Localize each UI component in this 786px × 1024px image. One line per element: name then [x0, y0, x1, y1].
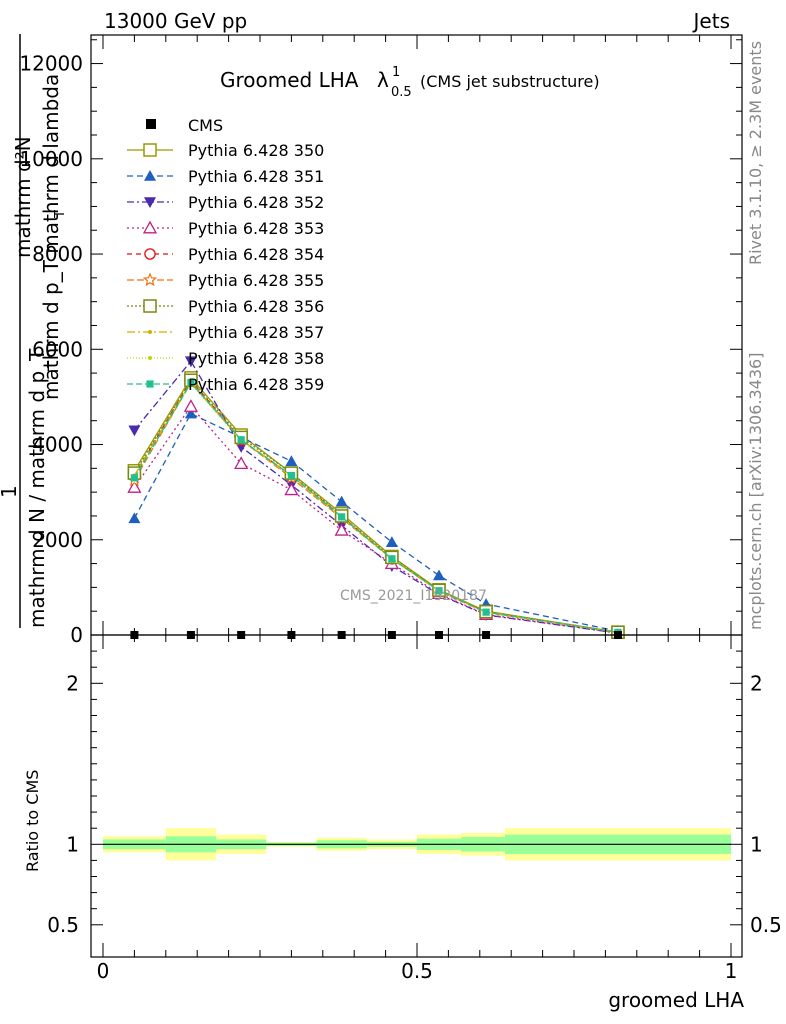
marker-filled-square [187, 379, 195, 387]
ratio-x-ticks: 0 0.5 1 [97, 635, 738, 983]
marker-filled-square [287, 471, 295, 480]
marker-triangle-up [128, 512, 141, 524]
marker-filled-square [482, 608, 490, 616]
legend-label: Pythia 6.428 350 [188, 141, 324, 160]
x-axis-label: groomed LHA [608, 988, 744, 1012]
marker-triangle-up [335, 495, 348, 507]
marker-triangle-up [285, 455, 298, 466]
marker-triangle-up [144, 170, 156, 181]
marker-open-triangle [334, 522, 349, 536]
legend-label: Pythia 6.428 352 [188, 193, 324, 212]
ratio-y-tick-label: 1 [66, 832, 79, 856]
marker-open-triangle [234, 456, 249, 470]
ratio-y-tick-label-right: 2 [750, 671, 763, 695]
legend-label: Pythia 6.428 358 [188, 349, 324, 368]
legend-label: Pythia 6.428 356 [188, 297, 324, 316]
y-tick-label: 8000 [32, 242, 83, 266]
marker-filled-square [338, 513, 346, 521]
y-tick-label: 2000 [32, 528, 83, 552]
marker-triangle-down [144, 197, 156, 208]
legend-label: Pythia 6.428 355 [188, 271, 324, 290]
legend-label: Pythia 6.428 357 [188, 323, 324, 342]
legend: CMS Pythia 6.428 350 Pythia 6.428 351 Pythi… [127, 116, 324, 394]
marker-open-square [143, 143, 157, 157]
ylabel-line-3: 1 [0, 485, 21, 498]
main-y-axis-label: mathrm d²N mathrm d p_T mathrm d lambda … [0, 34, 68, 628]
main-x-ticks [102, 35, 732, 635]
marker-filled-square [435, 587, 443, 595]
marker-open-triangle [127, 480, 142, 493]
marker-filled-square [388, 555, 396, 563]
legend-label: Pythia 6.428 354 [188, 245, 324, 264]
energy-label: 13000 GeV pp [104, 9, 247, 33]
main-title: Groomed LHA λ 1 0.5 (CMS jet substructur… [220, 65, 600, 100]
category-label: Jets [692, 9, 730, 33]
marker-open-triangle [284, 482, 299, 496]
title-symbol: λ [377, 68, 389, 92]
rivet-label: Rivet 3.1.10, ≥ 2.3M events [746, 41, 765, 265]
title-subscript: 0.5 [391, 85, 412, 100]
title-note: (CMS jet substructure) [420, 72, 600, 91]
x-tick-label: 0 [97, 959, 110, 983]
marker-filled-square [146, 380, 154, 388]
marker-triangle-down [184, 356, 197, 368]
legend-cms-marker [146, 119, 156, 129]
ratio-y-tick-label: 0.5 [47, 913, 79, 937]
marker-open-square [143, 299, 157, 313]
y-tick-label: 10000 [19, 147, 83, 171]
legend-label: Pythia 6.428 359 [188, 375, 324, 394]
ratio-frame [90, 634, 743, 958]
marker-triangle-up [184, 407, 197, 419]
ratio-y-tick-label-right: 1 [750, 832, 763, 856]
marker-triangle-up [432, 569, 445, 581]
main-y-ticks: 0 2000 4000 6000 8000 10000 12000 [19, 39, 742, 647]
mcplots-label: mcplots.cern.ch [arXiv:1306.3436] [746, 353, 765, 630]
marker-open-star [142, 272, 158, 287]
marker-filled-square [130, 474, 138, 482]
ratio-y-tick-label: 2 [66, 671, 79, 695]
series-line [133, 381, 619, 634]
marker-filled-square [237, 436, 245, 444]
x-tick-label: 1 [725, 959, 738, 983]
y-tick-label: 4000 [32, 433, 83, 457]
legend-label: Pythia 6.428 353 [188, 219, 324, 238]
marker-triangle-up [385, 536, 398, 547]
marker-small-dot [148, 356, 152, 360]
marker-open-circle [144, 248, 156, 260]
marker-small-dot [148, 330, 152, 334]
x-tick-label: 0.5 [401, 959, 433, 983]
marker-triangle-down [128, 425, 141, 437]
legend-label: Pythia 6.428 351 [188, 167, 324, 186]
y-tick-label: 6000 [32, 337, 83, 361]
main-panel: 0 2000 4000 6000 8000 10000 12000 CMS_2021_I19… [0, 34, 743, 647]
analysis-watermark: CMS_2021_I1920187 [340, 588, 487, 604]
ratio-y-tick-label-right: 0.5 [750, 913, 782, 937]
marker-open-triangle [142, 220, 158, 234]
ratio-panel: 0.5 0.51 12 2 0 0.5 1 Ratio to CMS groomed LH… [23, 634, 782, 1012]
title-superscript: 1 [392, 65, 400, 80]
ylabel-subscript: T [53, 210, 68, 219]
ylabel-line-4: mathrm d N / mathrm d p_T [25, 348, 49, 628]
y-tick-label: 12000 [19, 52, 83, 76]
ratio-y-axis-label: Ratio to CMS [23, 770, 42, 872]
ratio-y-ticks: 0.5 0.5 1 1 2 2 [47, 650, 782, 937]
y-tick-label: 0 [70, 623, 83, 647]
marker-open-triangle [183, 399, 199, 412]
title-text: Groomed LHA [220, 68, 359, 92]
ratio-plot-area [103, 828, 731, 861]
legend-label: CMS [188, 116, 223, 135]
ylabel-line-2: mathrm d p_T mathrm d lambda [39, 74, 63, 400]
main-plot-area [127, 356, 626, 640]
ylabel-line-1: mathrm d²N [11, 136, 35, 258]
